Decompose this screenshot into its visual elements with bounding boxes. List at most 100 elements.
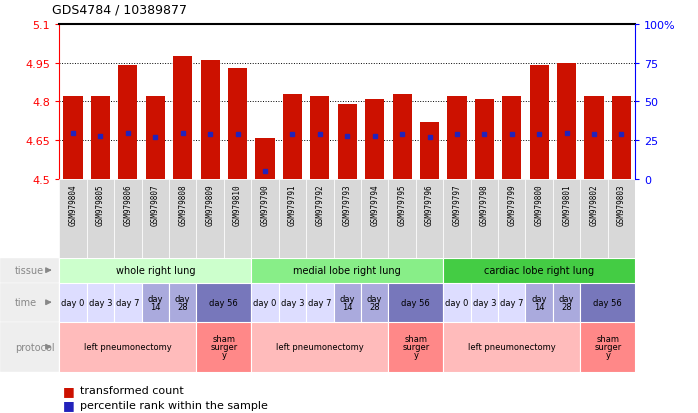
Bar <box>196 180 224 258</box>
Text: sham
surger
y: sham surger y <box>594 335 621 359</box>
Text: day
28: day 28 <box>367 294 383 311</box>
Text: ■: ■ <box>63 398 75 411</box>
Text: day
14: day 14 <box>531 294 547 311</box>
Bar <box>557 64 577 180</box>
Bar <box>530 66 549 180</box>
Bar <box>365 100 385 180</box>
Bar <box>392 95 412 180</box>
Text: GSM979805: GSM979805 <box>96 184 105 225</box>
Bar <box>443 258 635 283</box>
Bar <box>251 283 279 322</box>
Bar <box>59 322 196 372</box>
Text: left pneumonectomy: left pneumonectomy <box>468 342 556 351</box>
Bar <box>142 180 169 258</box>
Bar <box>443 180 470 258</box>
Text: protocol: protocol <box>15 342 54 352</box>
Bar <box>612 97 631 180</box>
Text: GDS4784 / 10389877: GDS4784 / 10389877 <box>52 4 187 17</box>
Text: GSM979791: GSM979791 <box>288 184 297 225</box>
Bar <box>196 283 251 322</box>
Bar <box>87 180 114 258</box>
Text: GSM979808: GSM979808 <box>178 184 187 225</box>
Text: tissue: tissue <box>15 266 44 275</box>
Bar <box>553 283 580 322</box>
Bar <box>334 180 361 258</box>
Bar <box>251 180 279 258</box>
Text: medial lobe right lung: medial lobe right lung <box>293 266 401 275</box>
Bar <box>87 283 114 322</box>
Text: day 3: day 3 <box>89 298 112 307</box>
Bar <box>169 180 196 258</box>
Text: GSM979803: GSM979803 <box>617 184 626 225</box>
Bar <box>475 100 494 180</box>
Bar <box>146 97 165 180</box>
Bar <box>361 283 388 322</box>
Bar <box>388 180 416 258</box>
Text: day 0: day 0 <box>445 298 468 307</box>
Bar <box>338 105 357 180</box>
Text: time: time <box>15 297 37 308</box>
Text: whole right lung: whole right lung <box>116 266 195 275</box>
Bar <box>224 180 251 258</box>
Bar <box>142 283 169 322</box>
Bar <box>470 283 498 322</box>
Bar <box>580 322 635 372</box>
Text: day
14: day 14 <box>147 294 163 311</box>
Bar <box>388 322 443 372</box>
Bar <box>255 138 274 180</box>
Bar <box>580 283 635 322</box>
Text: day 56: day 56 <box>593 298 622 307</box>
Bar <box>580 180 608 258</box>
Text: day 7: day 7 <box>308 298 332 307</box>
Bar <box>443 283 470 322</box>
Bar <box>114 283 142 322</box>
Text: day 3: day 3 <box>473 298 496 307</box>
Bar <box>334 283 361 322</box>
Text: GSM979810: GSM979810 <box>233 184 242 225</box>
Bar <box>59 283 87 322</box>
Bar <box>64 97 82 180</box>
Bar <box>447 97 466 180</box>
Bar <box>498 180 526 258</box>
Text: GSM979802: GSM979802 <box>590 184 599 225</box>
Text: GSM979800: GSM979800 <box>535 184 544 225</box>
Bar <box>470 180 498 258</box>
Text: left pneumonectomy: left pneumonectomy <box>276 342 364 351</box>
Bar <box>169 283 196 322</box>
Bar <box>114 180 142 258</box>
Bar <box>443 322 580 372</box>
Text: day 0: day 0 <box>61 298 84 307</box>
Bar <box>526 283 553 322</box>
Bar <box>91 97 110 180</box>
Text: day 7: day 7 <box>500 298 524 307</box>
Bar <box>526 180 553 258</box>
Bar <box>306 180 334 258</box>
Text: GSM979801: GSM979801 <box>562 184 571 225</box>
Text: day
14: day 14 <box>339 294 355 311</box>
Text: GSM979804: GSM979804 <box>68 184 77 225</box>
Text: day 3: day 3 <box>281 298 304 307</box>
Bar <box>584 97 604 180</box>
Text: ■: ■ <box>63 384 75 397</box>
Bar <box>502 97 521 180</box>
Text: day
28: day 28 <box>175 294 191 311</box>
Bar <box>553 180 580 258</box>
Bar <box>498 283 526 322</box>
Text: GSM979793: GSM979793 <box>343 184 352 225</box>
Text: GSM979798: GSM979798 <box>480 184 489 225</box>
Bar <box>279 180 306 258</box>
Text: sham
surger
y: sham surger y <box>402 335 429 359</box>
Bar <box>200 61 220 180</box>
Text: day 56: day 56 <box>209 298 238 307</box>
Text: sham
surger
y: sham surger y <box>210 335 237 359</box>
Bar <box>251 258 443 283</box>
Bar <box>279 283 306 322</box>
Text: GSM979795: GSM979795 <box>398 184 407 225</box>
Bar <box>118 66 138 180</box>
Text: GSM979792: GSM979792 <box>315 184 325 225</box>
Text: day 0: day 0 <box>253 298 276 307</box>
Text: day 56: day 56 <box>401 298 430 307</box>
Bar <box>173 57 193 180</box>
Text: day 7: day 7 <box>116 298 140 307</box>
Text: GSM979809: GSM979809 <box>206 184 215 225</box>
